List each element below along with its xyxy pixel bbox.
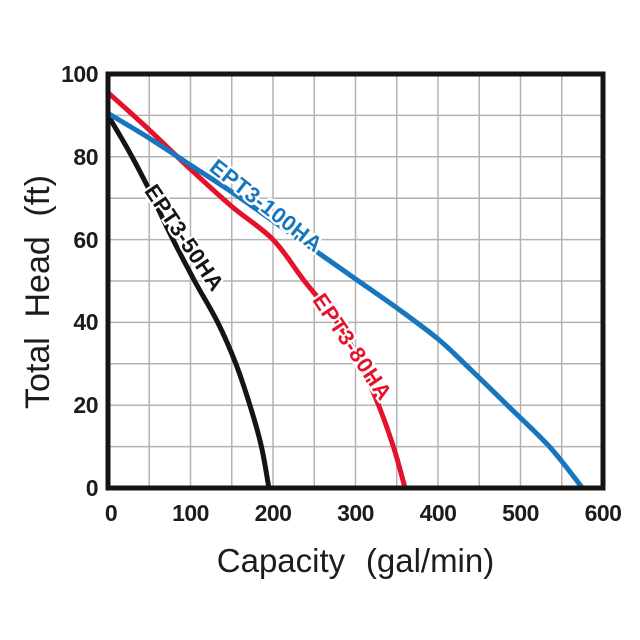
x-tick-label: 600 xyxy=(584,500,622,526)
y-tick-label: 0 xyxy=(85,475,99,501)
y-tick-label: 40 xyxy=(73,309,98,336)
y-tick-label: 100 xyxy=(61,61,98,87)
y-tick-label: 60 xyxy=(73,226,98,253)
x-tick-label: 100 xyxy=(172,500,209,526)
x-tick-label: 0 xyxy=(104,500,118,526)
plot-border xyxy=(105,71,606,491)
x-tick-label: 200 xyxy=(254,500,292,526)
x-tick-label: 400 xyxy=(419,500,457,526)
curve-ept3-100ha xyxy=(108,110,585,488)
x-tick-label: 300 xyxy=(337,500,374,526)
curves xyxy=(108,90,585,488)
y-tick-label: 20 xyxy=(73,392,98,419)
y-tick-label: 80 xyxy=(73,143,98,170)
curve-ept3-50ha xyxy=(108,112,272,488)
y-axis-title: Total Head (ft) xyxy=(19,175,57,409)
x-tick-label: 500 xyxy=(502,500,539,526)
x-axis-title: Capacity (gal/min) xyxy=(216,542,495,579)
